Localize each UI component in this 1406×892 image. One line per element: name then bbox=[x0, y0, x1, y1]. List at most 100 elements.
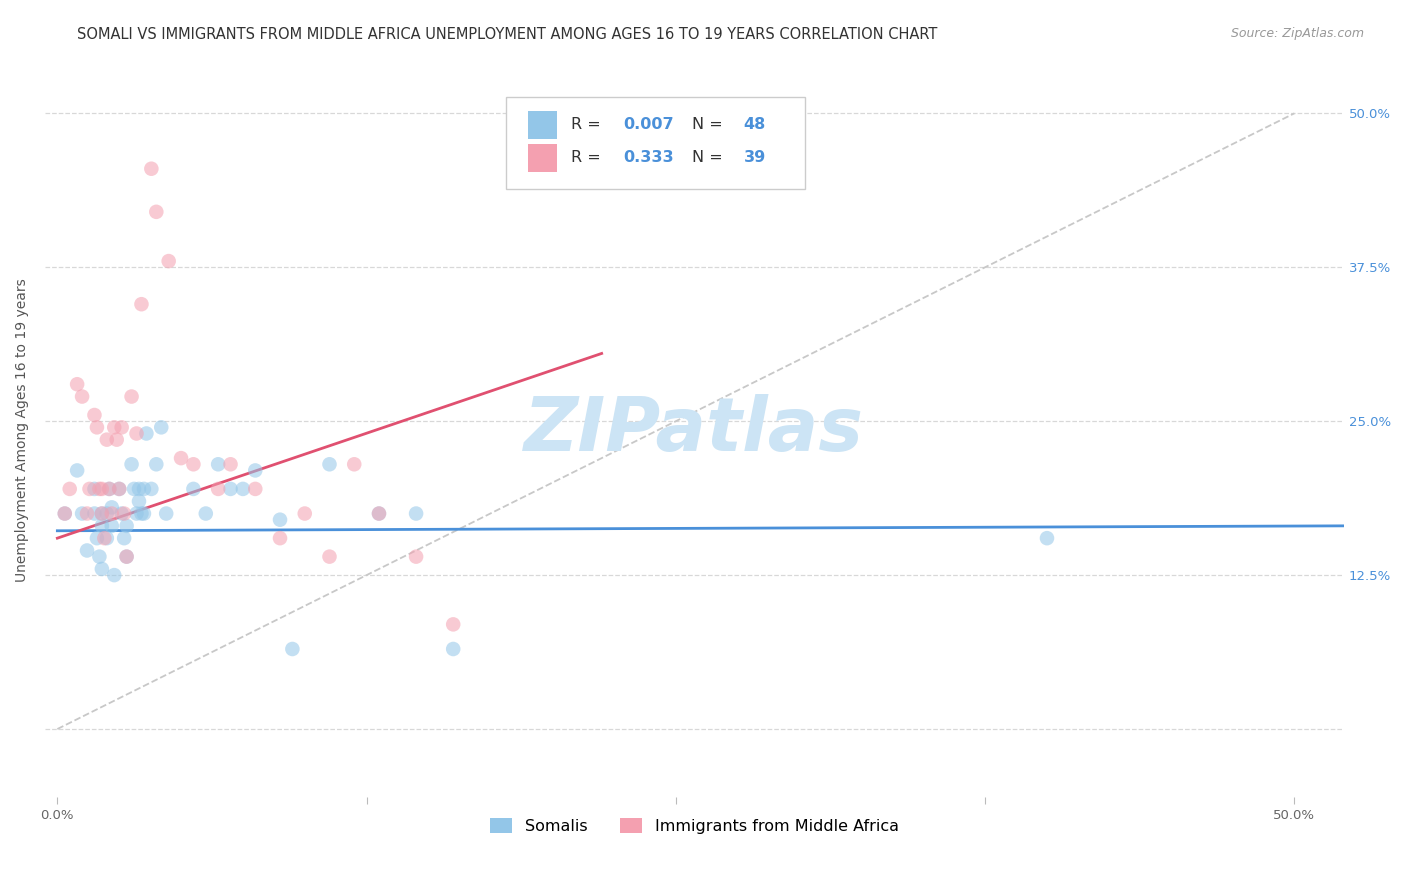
Point bbox=[1036, 531, 1059, 545]
Point bbox=[100, 519, 122, 533]
Point bbox=[405, 549, 427, 564]
Point bbox=[59, 482, 82, 496]
Point bbox=[232, 482, 254, 496]
Point bbox=[115, 519, 138, 533]
Text: N =: N = bbox=[692, 118, 728, 132]
Point bbox=[66, 463, 89, 477]
Text: 48: 48 bbox=[744, 118, 766, 132]
Point bbox=[86, 531, 108, 545]
Point bbox=[83, 408, 105, 422]
Point bbox=[121, 457, 143, 471]
Point bbox=[245, 482, 267, 496]
Point bbox=[194, 507, 217, 521]
Point bbox=[103, 420, 125, 434]
Text: SOMALI VS IMMIGRANTS FROM MIDDLE AFRICA UNEMPLOYMENT AMONG AGES 16 TO 19 YEARS C: SOMALI VS IMMIGRANTS FROM MIDDLE AFRICA … bbox=[77, 27, 938, 42]
Point bbox=[83, 507, 105, 521]
Point bbox=[281, 642, 304, 657]
Point bbox=[128, 482, 150, 496]
Point bbox=[318, 457, 340, 471]
Point bbox=[108, 482, 131, 496]
Point bbox=[90, 507, 112, 521]
Point bbox=[132, 482, 155, 496]
Y-axis label: Unemployment Among Ages 16 to 19 years: Unemployment Among Ages 16 to 19 years bbox=[15, 278, 30, 582]
Point bbox=[405, 507, 427, 521]
Point bbox=[219, 482, 242, 496]
Point bbox=[90, 519, 112, 533]
Point bbox=[368, 507, 391, 521]
Point bbox=[76, 507, 98, 521]
Point bbox=[155, 507, 177, 521]
Point bbox=[207, 457, 229, 471]
Point bbox=[108, 482, 131, 496]
Point bbox=[115, 549, 138, 564]
Point bbox=[318, 549, 340, 564]
Legend: Somalis, Immigrants from Middle Africa: Somalis, Immigrants from Middle Africa bbox=[484, 811, 905, 840]
Point bbox=[96, 507, 118, 521]
Point bbox=[112, 507, 135, 521]
Point bbox=[183, 482, 205, 496]
Point bbox=[368, 507, 391, 521]
Point bbox=[53, 507, 76, 521]
Point bbox=[122, 482, 145, 496]
Text: Source: ZipAtlas.com: Source: ZipAtlas.com bbox=[1230, 27, 1364, 40]
Point bbox=[121, 390, 143, 404]
Point bbox=[90, 562, 112, 576]
Point bbox=[98, 482, 121, 496]
Point bbox=[131, 507, 153, 521]
Point bbox=[125, 507, 148, 521]
Point bbox=[96, 433, 118, 447]
Point bbox=[128, 494, 150, 508]
Point bbox=[131, 297, 153, 311]
Point bbox=[66, 377, 89, 392]
Point bbox=[98, 482, 121, 496]
Text: R =: R = bbox=[571, 151, 606, 165]
Point bbox=[157, 254, 180, 268]
Point bbox=[112, 531, 135, 545]
Point bbox=[132, 507, 155, 521]
Point bbox=[111, 420, 134, 434]
Point bbox=[83, 482, 105, 496]
Text: 39: 39 bbox=[744, 151, 766, 165]
Point bbox=[115, 549, 138, 564]
Point bbox=[183, 457, 205, 471]
Point bbox=[141, 161, 163, 176]
Point bbox=[90, 482, 112, 496]
Point bbox=[103, 568, 125, 582]
Point bbox=[150, 420, 173, 434]
Point bbox=[343, 457, 366, 471]
Point bbox=[141, 482, 163, 496]
Point bbox=[76, 543, 98, 558]
Point bbox=[89, 549, 111, 564]
Point bbox=[441, 617, 464, 632]
Point bbox=[135, 426, 157, 441]
Text: 0.007: 0.007 bbox=[623, 118, 673, 132]
Point bbox=[245, 463, 267, 477]
Point bbox=[207, 482, 229, 496]
Text: ZIPatlas: ZIPatlas bbox=[524, 394, 865, 467]
Point bbox=[145, 457, 167, 471]
Text: N =: N = bbox=[692, 151, 728, 165]
Point bbox=[96, 531, 118, 545]
Point bbox=[219, 457, 242, 471]
Point bbox=[86, 420, 108, 434]
Point bbox=[53, 507, 76, 521]
Point bbox=[70, 507, 93, 521]
Point bbox=[93, 531, 115, 545]
Point bbox=[269, 513, 291, 527]
Point bbox=[170, 451, 193, 466]
Text: 0.333: 0.333 bbox=[623, 151, 673, 165]
Point bbox=[125, 426, 148, 441]
Point bbox=[70, 390, 93, 404]
Point bbox=[145, 204, 167, 219]
FancyBboxPatch shape bbox=[529, 144, 557, 172]
Point bbox=[294, 507, 316, 521]
FancyBboxPatch shape bbox=[529, 111, 557, 139]
Point bbox=[90, 507, 112, 521]
Point bbox=[79, 482, 101, 496]
Point bbox=[105, 433, 128, 447]
Point bbox=[269, 531, 291, 545]
Text: R =: R = bbox=[571, 118, 606, 132]
Point bbox=[89, 482, 111, 496]
Point bbox=[100, 500, 122, 515]
Point bbox=[111, 507, 134, 521]
